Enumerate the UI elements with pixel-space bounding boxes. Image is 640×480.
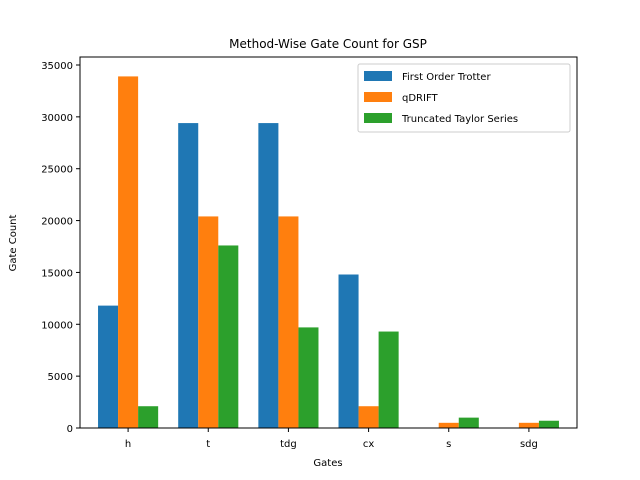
y-tick-label: 5000	[48, 372, 73, 383]
bar	[138, 406, 159, 428]
y-tick-label: 20000	[41, 217, 73, 228]
x-tick-label: h	[125, 439, 131, 450]
plot-frame	[79, 56, 578, 429]
bar	[118, 76, 139, 428]
legend-label: qDRIFT	[402, 93, 439, 104]
bar	[338, 274, 359, 428]
legend-swatch	[364, 92, 392, 102]
y-tick-label: 35000	[41, 61, 73, 72]
legend-swatch	[364, 71, 392, 81]
bar	[358, 406, 379, 428]
bar	[258, 123, 279, 428]
legend-label: Truncated Taylor Series	[401, 114, 518, 125]
bar	[178, 123, 199, 428]
x-tick-label: s	[446, 439, 451, 450]
bar	[438, 422, 459, 428]
legend-label: First Order Trotter	[402, 72, 491, 83]
bar	[298, 327, 319, 428]
bar	[518, 422, 539, 428]
bar	[458, 417, 479, 428]
legend-swatch	[364, 113, 392, 123]
chart-title: Method-Wise Gate Count for GSP	[229, 37, 427, 51]
bar	[218, 245, 239, 428]
x-axis: h t tdg cx s sdg	[125, 428, 538, 450]
y-tick-label: 25000	[41, 165, 73, 176]
x-axis-label: Gates	[313, 458, 342, 469]
y-axis-label: Gate Count	[8, 215, 19, 272]
x-tick-label: t	[206, 439, 210, 450]
x-tick-label: sdg	[520, 439, 538, 450]
y-tick-label: 0	[67, 424, 73, 435]
x-tick-label: cx	[363, 439, 374, 450]
y-axis: 0 5000 10000 15000 20000 25000 30000 35000	[41, 61, 80, 435]
y-tick-label: 10000	[41, 320, 73, 331]
y-tick-label: 30000	[41, 113, 73, 124]
bar	[198, 216, 219, 428]
bars	[98, 76, 559, 428]
legend: First Order Trotter qDRIFT Truncated Taylo…	[357, 63, 571, 133]
bar	[538, 420, 559, 428]
y-tick-label: 15000	[41, 268, 73, 279]
bar	[98, 305, 119, 428]
legend-box	[357, 63, 571, 133]
bar	[378, 331, 399, 428]
bar	[278, 216, 299, 428]
x-tick-label: tdg	[280, 439, 297, 450]
